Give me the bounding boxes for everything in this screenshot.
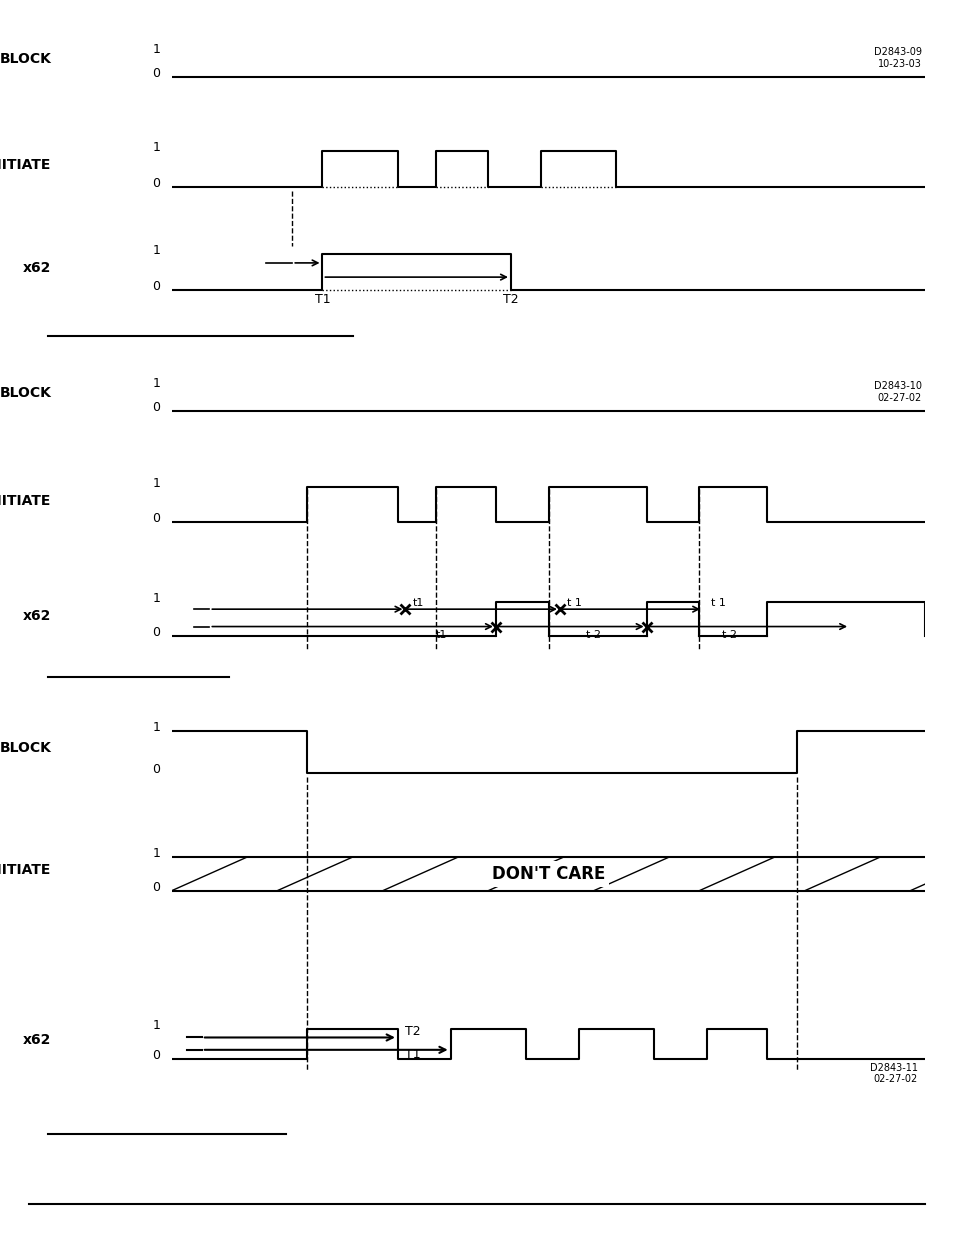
Text: D2843-09: D2843-09 <box>873 47 921 57</box>
Text: INITIATE: INITIATE <box>0 494 51 509</box>
Text: 1: 1 <box>152 245 160 257</box>
Text: 0: 0 <box>152 279 160 293</box>
Text: 1: 1 <box>152 592 160 604</box>
Text: t1: t1 <box>413 598 424 608</box>
Text: BLOCK: BLOCK <box>0 52 51 65</box>
Text: x62: x62 <box>23 609 51 622</box>
Text: 1: 1 <box>152 721 160 734</box>
Text: INITIATE: INITIATE <box>0 158 51 172</box>
Text: T2: T2 <box>502 294 518 306</box>
Text: x62: x62 <box>23 261 51 274</box>
Text: T1: T1 <box>405 1049 420 1061</box>
Text: D2843-11: D2843-11 <box>869 1063 917 1073</box>
Text: DON'T CARE: DON'T CARE <box>492 864 604 883</box>
Text: t 2: t 2 <box>585 630 600 640</box>
Text: D2843-10: D2843-10 <box>873 380 921 391</box>
Text: x62: x62 <box>23 1032 51 1047</box>
Text: 0: 0 <box>152 763 160 776</box>
Text: 02-27-02: 02-27-02 <box>877 393 921 403</box>
Text: 0: 0 <box>152 401 160 415</box>
Text: 1: 1 <box>152 142 160 154</box>
Text: t 2: t 2 <box>721 630 736 640</box>
Text: t 1: t 1 <box>567 598 581 608</box>
Text: t1: t1 <box>435 630 446 640</box>
Text: 1: 1 <box>152 43 160 56</box>
Text: t 1: t 1 <box>710 598 724 608</box>
Text: 1: 1 <box>152 477 160 490</box>
Text: 10-23-03: 10-23-03 <box>877 58 921 69</box>
Text: 1: 1 <box>152 377 160 390</box>
Text: INITIATE: INITIATE <box>0 863 51 877</box>
Text: BLOCK: BLOCK <box>0 741 51 755</box>
Text: 0: 0 <box>152 177 160 190</box>
Text: 0: 0 <box>152 67 160 79</box>
Text: 0: 0 <box>152 626 160 640</box>
Text: T2: T2 <box>405 1025 420 1039</box>
Text: 0: 0 <box>152 881 160 894</box>
Text: T1: T1 <box>314 294 330 306</box>
Text: BLOCK: BLOCK <box>0 387 51 400</box>
Text: 0: 0 <box>152 1049 160 1062</box>
Text: 0: 0 <box>152 511 160 525</box>
Text: 1: 1 <box>152 1019 160 1032</box>
Text: 1: 1 <box>152 847 160 860</box>
Text: 02-27-02: 02-27-02 <box>873 1073 917 1084</box>
